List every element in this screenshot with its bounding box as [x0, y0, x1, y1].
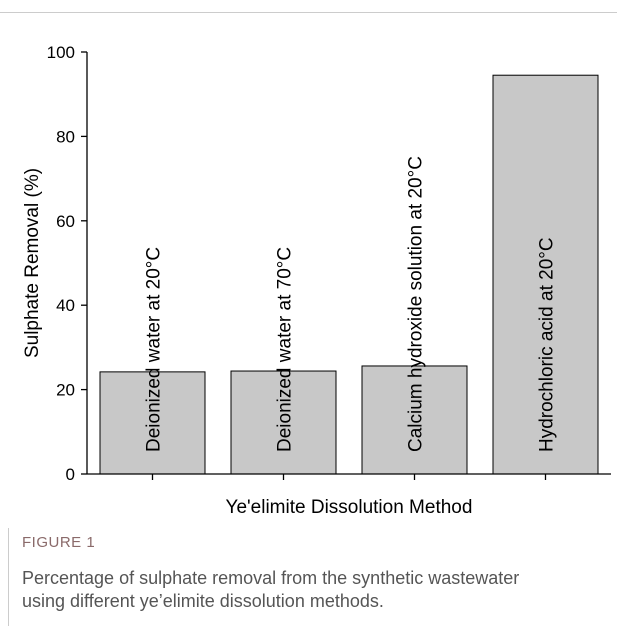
caption-rule	[8, 528, 9, 626]
bar	[361, 365, 468, 475]
y-tick-label: 80	[56, 127, 75, 146]
category-label: Calcium hydroxide solution at 20°C	[406, 156, 427, 452]
bar	[492, 74, 599, 475]
separator	[0, 12, 617, 13]
y-tick-label: 100	[47, 43, 75, 62]
figure-caption: Percentage of sulphate removal from the …	[22, 568, 520, 611]
y-tick-label: 60	[56, 212, 75, 231]
chart: Ye'elimite Dissolution Method Sulphate R…	[22, 43, 611, 518]
bar	[230, 370, 337, 475]
category-label: Deionized water at 70°C	[275, 247, 296, 452]
figure-label: FIGURE 1	[22, 534, 96, 551]
category-label: Deionized water at 20°C	[144, 247, 165, 452]
x-axis-label: Ye'elimite Dissolution Method	[226, 497, 473, 518]
y-tick-label: 20	[56, 381, 75, 400]
bar	[99, 371, 206, 475]
y-tick-label: 0	[66, 465, 75, 484]
category-label: Hydrochloric acid at 20°C	[537, 237, 558, 452]
y-axis-label: Sulphate Removal (%)	[22, 168, 43, 358]
y-tick-label: 40	[56, 296, 75, 315]
